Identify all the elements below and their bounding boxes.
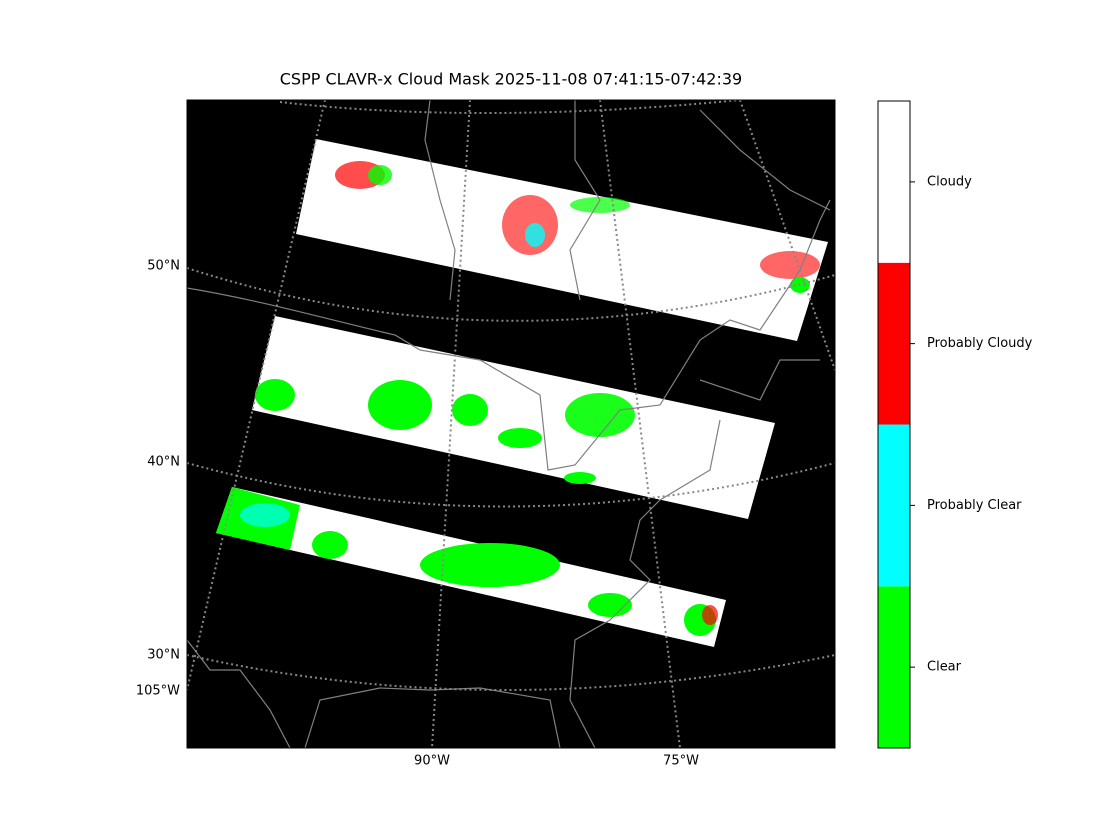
colorbar-segment <box>878 101 910 263</box>
coastlines <box>187 100 831 748</box>
lon-label: 75°W <box>663 754 699 769</box>
map-frame <box>186 99 836 749</box>
swath <box>296 139 828 341</box>
title: CSPP CLAVR-x Cloud Mask 2025-11-08 07:41… <box>280 70 742 89</box>
swath <box>252 316 775 519</box>
colorbar-label: Clear <box>927 660 962 675</box>
cloud-mask-speckle <box>216 161 820 636</box>
colorbar: Clear Probably Clear Probably Cloudy Cloudy <box>877 100 1033 749</box>
colorbar-segment <box>878 424 910 587</box>
lat-label: 30°N <box>147 648 180 663</box>
colorbar-frame <box>877 100 911 749</box>
map-layer <box>187 100 835 748</box>
lat-label: 50°N <box>147 259 180 274</box>
colorbar-label: Cloudy <box>927 174 972 189</box>
colorbar-label: Probably Cloudy <box>927 336 1033 351</box>
colorbar-segment <box>878 262 910 425</box>
lon-label: 105°W <box>136 684 180 699</box>
lon-label: 90°W <box>414 754 450 769</box>
lat-label: 40°N <box>147 455 180 470</box>
colorbar-label: Probably Clear <box>927 498 1022 513</box>
colorbar-segment <box>878 586 910 748</box>
graticule <box>187 100 835 748</box>
